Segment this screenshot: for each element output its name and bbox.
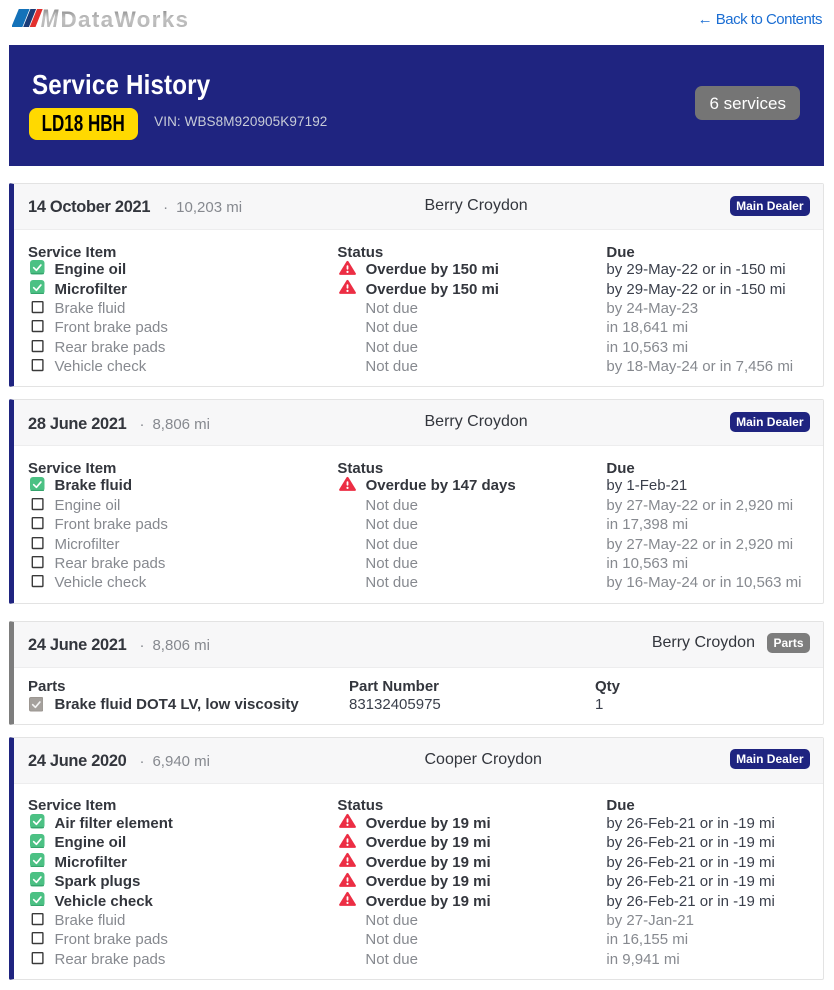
svg-text:M: M — [41, 5, 59, 33]
svg-text:DataWorks: DataWorks — [61, 7, 190, 32]
